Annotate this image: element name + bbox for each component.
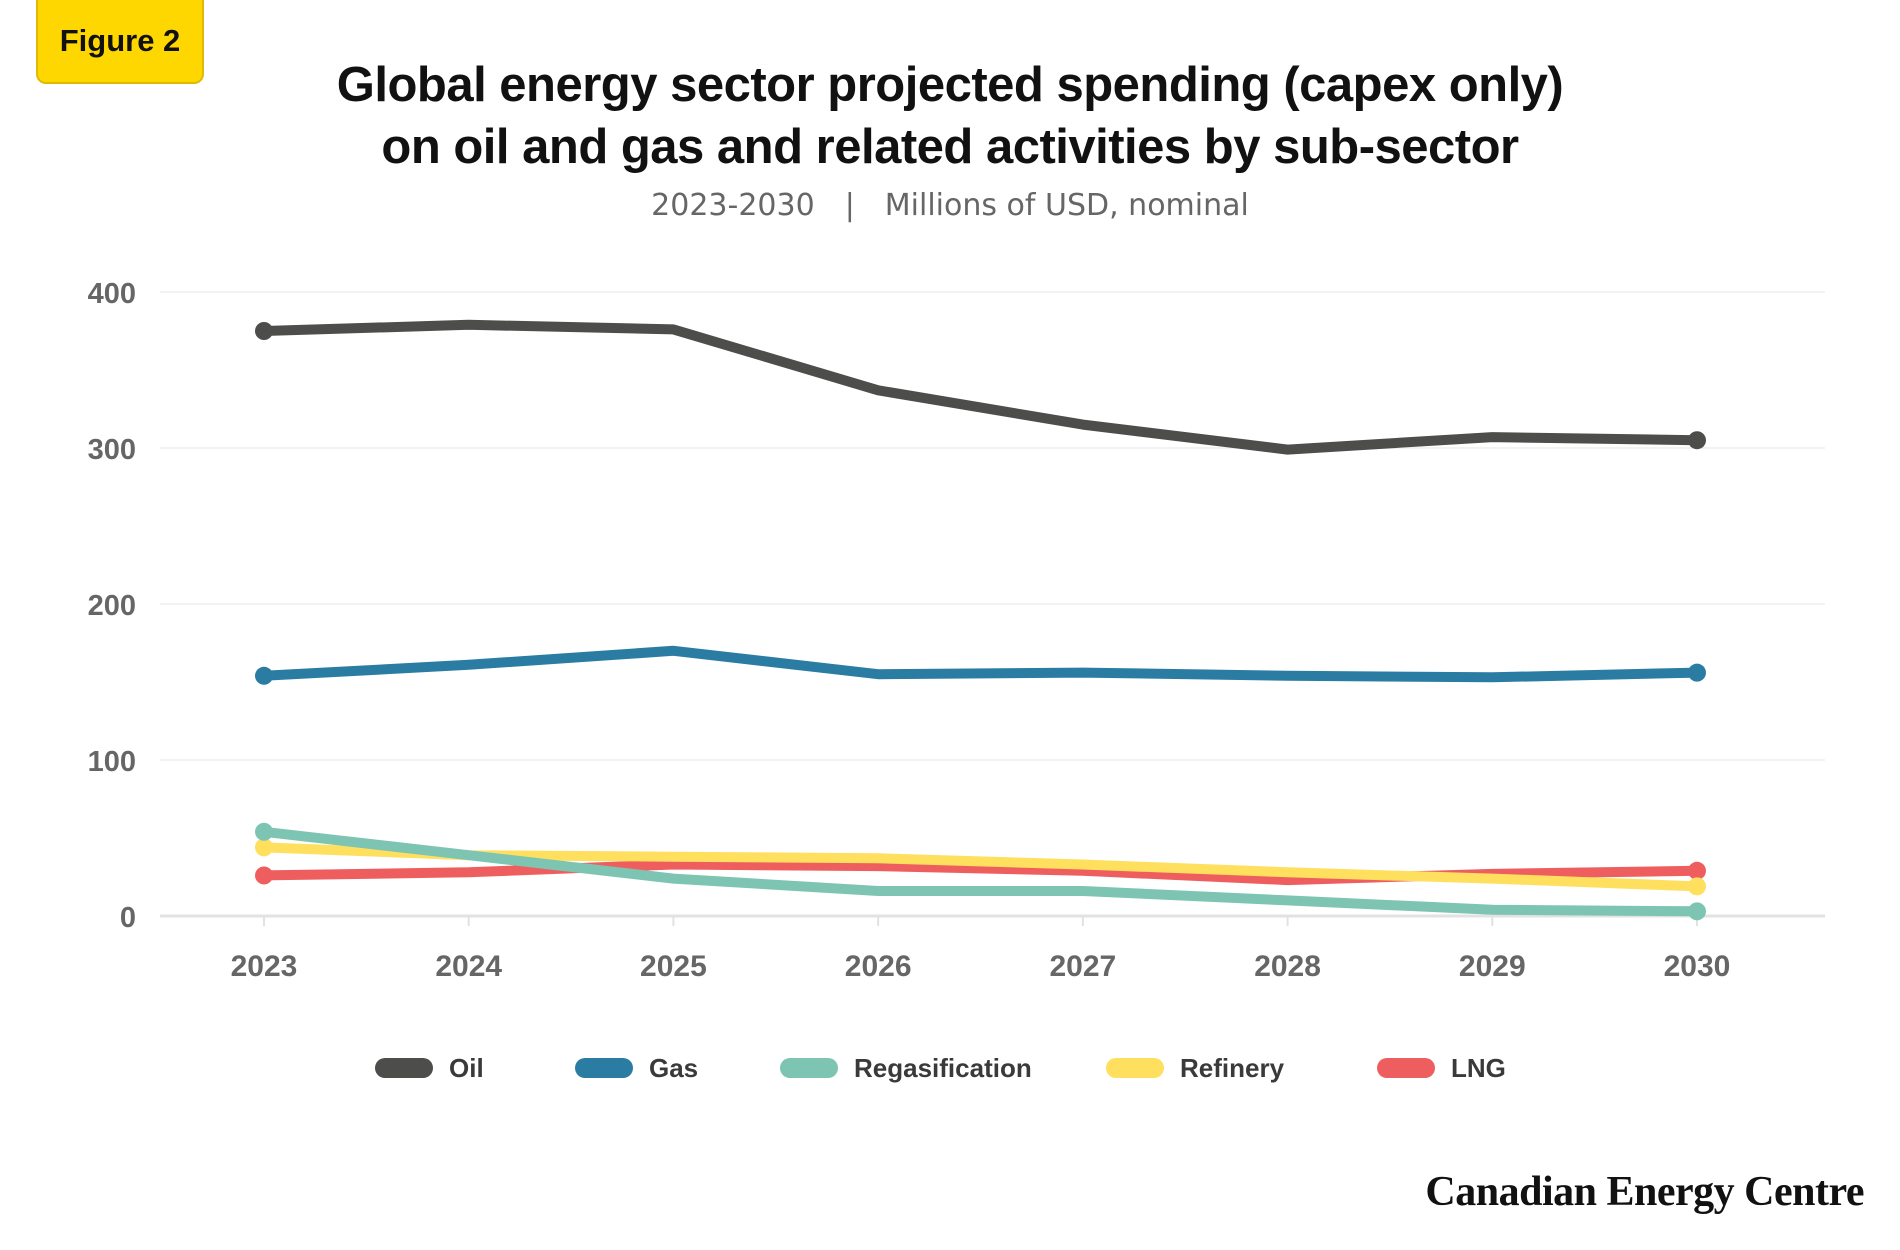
legend-item-regasification: Regasification — [780, 1046, 1032, 1090]
series-line-oil — [259, 319, 1702, 455]
legend-item-refinery: Refinery — [1106, 1046, 1284, 1090]
data-point-refinery — [1688, 877, 1706, 896]
legend-label: Regasification — [854, 1052, 1032, 1083]
legend-item-lng: LNG — [1377, 1046, 1506, 1090]
y-tick-label: 400 — [88, 278, 136, 310]
y-tick-label: 100 — [88, 746, 136, 778]
y-tick-label: 200 — [88, 590, 136, 622]
legend-label: Oil — [449, 1052, 484, 1083]
legend-swatch — [780, 1058, 838, 1078]
legend-swatch — [375, 1058, 433, 1078]
x-tick-label: 2028 — [1254, 950, 1321, 983]
figure-badge: Figure 2 — [36, 0, 204, 84]
data-point-refinery — [255, 838, 273, 857]
data-point-regasification — [1688, 902, 1706, 921]
chart-subtitle: 2023-2030 | Millions of USD, nominal — [0, 188, 1900, 223]
chart-title-line-2: on oil and gas and related activities by… — [381, 120, 1519, 174]
legend-swatch — [1106, 1058, 1164, 1078]
chart-title-line-1: Global energy sector projected spending … — [336, 58, 1564, 112]
data-point-oil — [255, 322, 273, 340]
legend-label: Gas — [649, 1052, 699, 1083]
y-tick-label: 300 — [88, 434, 136, 466]
x-tick-label: 2027 — [1049, 950, 1116, 983]
data-point-gas — [255, 666, 273, 685]
data-point-lng — [255, 866, 273, 885]
legend-item-oil: Oil — [375, 1046, 484, 1090]
data-point-lng — [1688, 861, 1706, 880]
x-tick-label: 2025 — [640, 950, 707, 983]
x-tick-label: 2029 — [1459, 950, 1526, 983]
legend-swatch — [575, 1058, 633, 1078]
y-tick-label: 0 — [120, 902, 136, 934]
legend-label: Refinery — [1180, 1052, 1285, 1083]
x-tick-label: 2030 — [1664, 950, 1731, 983]
x-tick-label: 2023 — [231, 950, 298, 983]
x-tick-label: 2026 — [845, 950, 912, 983]
series-line-gas — [259, 645, 1702, 683]
data-point-regasification — [255, 822, 273, 841]
x-tick-label: 2024 — [435, 950, 502, 983]
legend-swatch — [1377, 1058, 1435, 1078]
brand-logo: Canadian Energy Centre — [1425, 1169, 1864, 1215]
series-line-regasification — [259, 826, 1702, 917]
subtitle-range: 2023-2030 — [651, 188, 815, 223]
subtitle-units: Millions of USD, nominal — [884, 188, 1249, 223]
data-point-oil — [1688, 431, 1706, 450]
data-point-gas — [1688, 663, 1706, 682]
legend-item-gas: Gas — [575, 1046, 698, 1090]
chart-legend: Oil Gas Regasification Refinery LNG — [0, 1046, 1900, 1090]
subtitle-separator: | — [844, 188, 855, 223]
legend-label: LNG — [1451, 1052, 1506, 1083]
